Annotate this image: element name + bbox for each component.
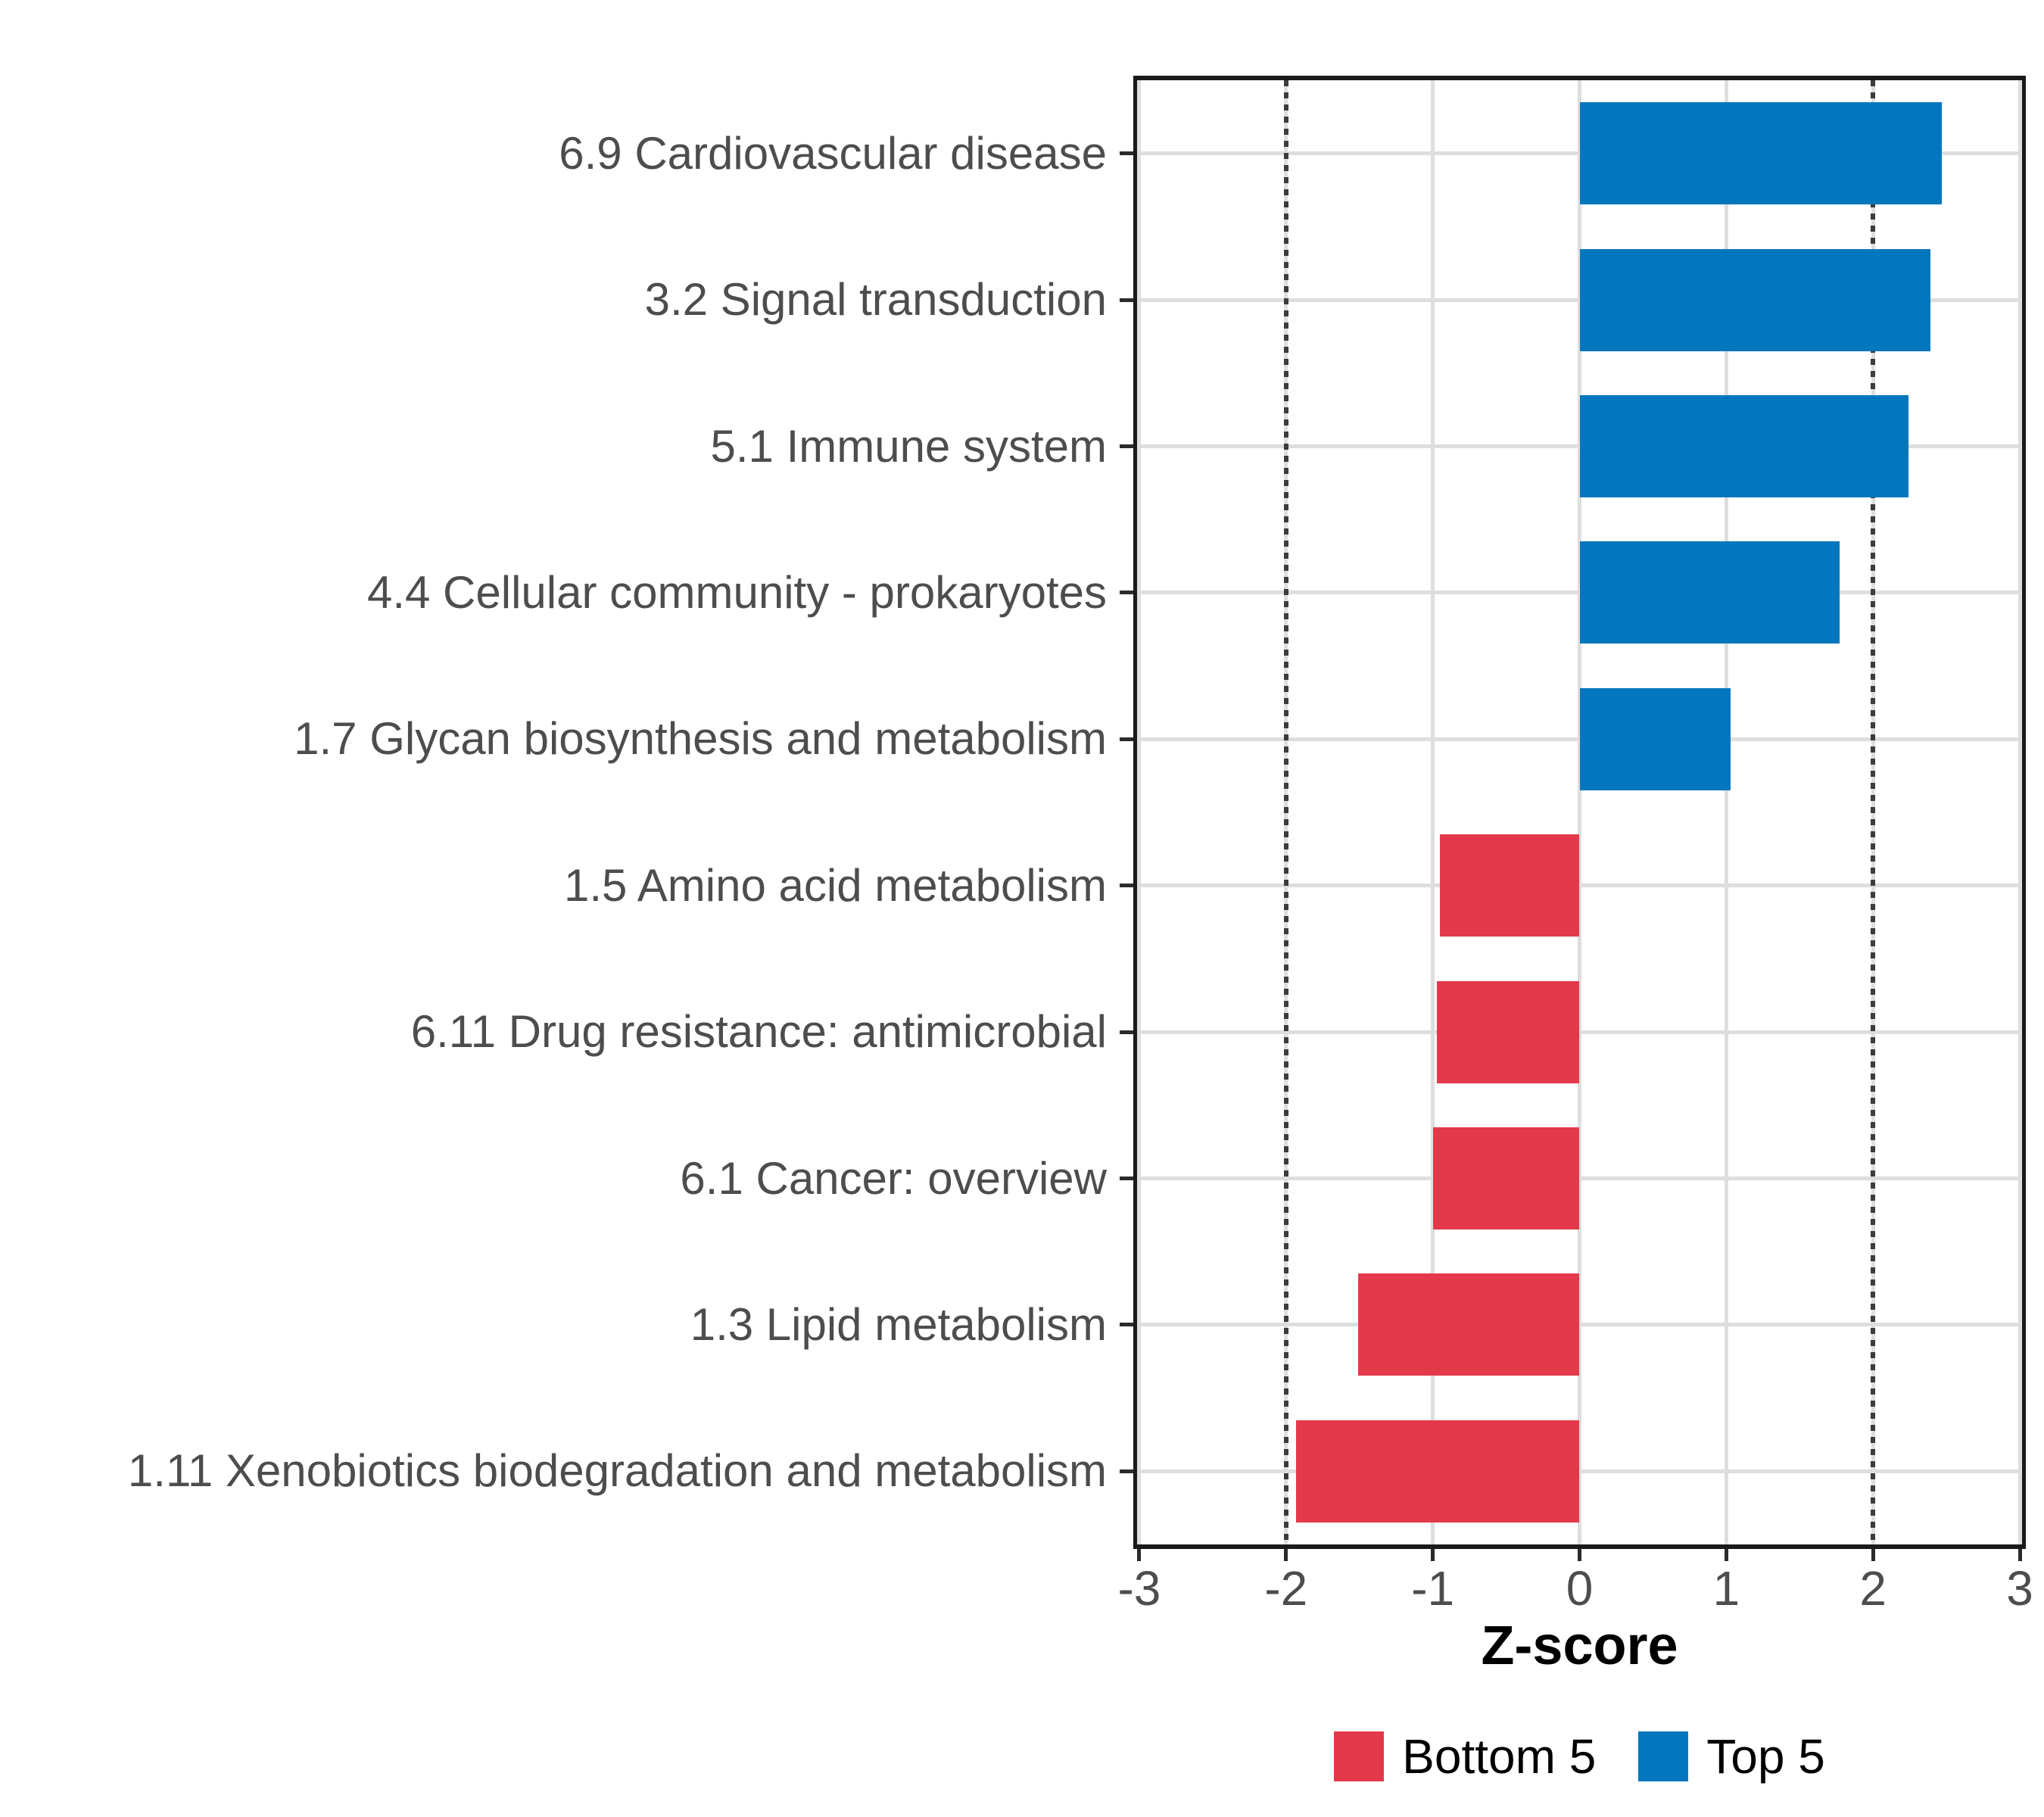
reference-line xyxy=(1283,80,1288,1544)
y-axis-label: 1.7 Glycan biosynthesis and metabolism xyxy=(294,713,1107,765)
x-axis-tick xyxy=(1137,1549,1142,1561)
y-axis-label: 3.2 Signal transduction xyxy=(644,274,1107,326)
x-axis-tick xyxy=(1724,1549,1728,1561)
y-axis-tick xyxy=(1120,151,1133,156)
y-axis-label: 1.11 Xenobiotics biodegradation and meta… xyxy=(127,1445,1107,1497)
y-axis-label: 1.3 Lipid metabolism xyxy=(690,1298,1107,1350)
legend-label-top-5: Top 5 xyxy=(1706,1729,1825,1784)
reference-line xyxy=(1871,80,1876,1544)
y-axis-tick xyxy=(1120,444,1133,448)
y-axis-label: 4.4 Cellular community - prokaryotes xyxy=(366,566,1107,618)
x-axis-tick xyxy=(2018,1549,2022,1561)
y-axis-label: 6.11 Drug resistance: antimicrobial xyxy=(410,1006,1107,1058)
y-axis-label: 6.9 Cardiovascular disease xyxy=(559,127,1107,179)
legend: Bottom 5 Top 5 xyxy=(1133,1726,2026,1787)
y-axis-label: 5.1 Immune system xyxy=(710,420,1107,472)
x-axis-tick-label: -1 xyxy=(1411,1561,1455,1616)
legend-item-top-5: Top 5 xyxy=(1638,1730,1825,1783)
gridline-vertical xyxy=(1431,80,1435,1544)
legend-key-top-5-swatch xyxy=(1638,1731,1689,1781)
x-axis-tick xyxy=(1284,1549,1288,1561)
x-axis-tick xyxy=(1578,1549,1581,1561)
x-axis-tick-label: 2 xyxy=(1859,1561,1887,1616)
x-axis-tick-label: 1 xyxy=(1712,1561,1740,1616)
bar xyxy=(1440,834,1580,937)
y-axis-tick xyxy=(1120,298,1133,302)
plot-area xyxy=(1137,80,2022,1544)
x-axis-tick xyxy=(1431,1549,1435,1561)
gridline-vertical xyxy=(1724,80,1728,1544)
y-axis-tick xyxy=(1120,737,1133,741)
gridline-vertical xyxy=(1578,80,1581,1544)
bar xyxy=(1579,102,1943,205)
y-axis-tick xyxy=(1120,1323,1133,1327)
bar xyxy=(1437,980,1580,1083)
bar xyxy=(1579,687,1731,790)
x-axis-tick-label: 0 xyxy=(1566,1561,1594,1616)
plot-panel xyxy=(1133,76,2026,1549)
y-axis-tick xyxy=(1120,1469,1133,1473)
bar xyxy=(1579,395,1908,497)
x-axis-tick-label: -3 xyxy=(1117,1561,1161,1616)
legend-label-bottom-5: Bottom 5 xyxy=(1402,1729,1597,1784)
bar xyxy=(1296,1420,1580,1522)
y-axis-tick xyxy=(1120,591,1133,595)
y-axis-label: 6.1 Cancer: overview xyxy=(680,1152,1107,1204)
bar xyxy=(1579,541,1840,644)
x-axis-title: Z-score xyxy=(1481,1616,1678,1676)
bar xyxy=(1579,248,1930,351)
y-axis-tick xyxy=(1120,1030,1133,1034)
bar xyxy=(1432,1127,1580,1230)
bar xyxy=(1357,1273,1580,1376)
x-axis-tick xyxy=(1871,1549,1875,1561)
y-axis-tick xyxy=(1120,884,1133,888)
legend-key-bottom-5-swatch xyxy=(1334,1731,1385,1781)
x-axis-tick-label: 3 xyxy=(2006,1561,2033,1616)
y-axis-label: 1.5 Amino acid metabolism xyxy=(563,859,1107,911)
gridline-vertical xyxy=(1137,80,1142,1544)
x-axis-tick-label: -2 xyxy=(1264,1561,1308,1616)
legend-item-bottom-5: Bottom 5 xyxy=(1334,1730,1596,1783)
y-axis-tick xyxy=(1120,1177,1133,1180)
gridline-vertical xyxy=(2018,80,2022,1544)
